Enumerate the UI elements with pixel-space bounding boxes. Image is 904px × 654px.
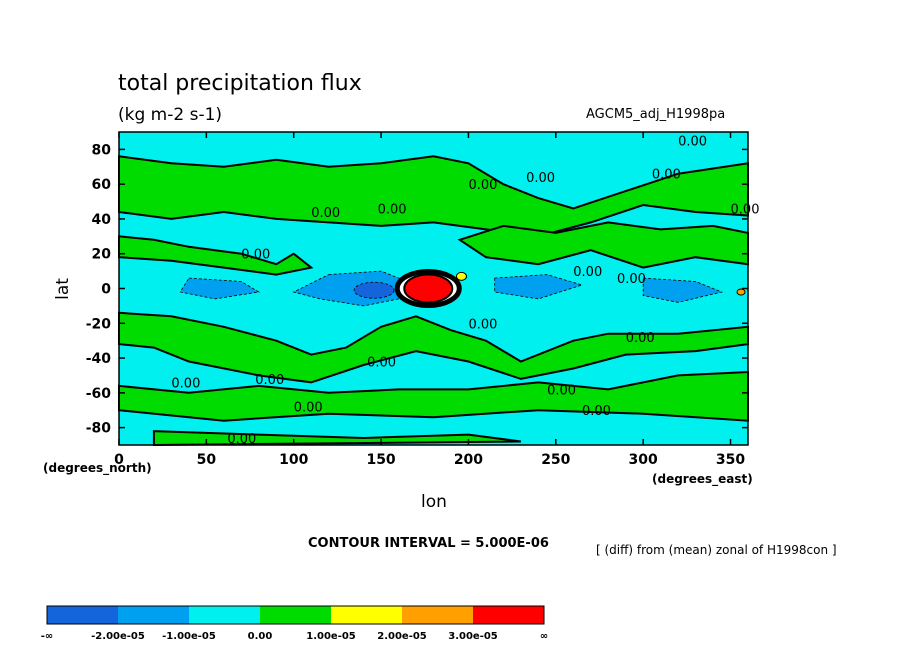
y-tick-label: 80: [92, 142, 112, 158]
chart-title: total precipitation flux: [118, 71, 362, 96]
contour-label: 0.00: [678, 135, 707, 150]
x-tick-label: 150: [366, 452, 395, 468]
y-tick-label: 20: [92, 247, 112, 263]
x-tick-label: 200: [454, 452, 483, 468]
colorbar-swatch: [189, 606, 260, 624]
positive-anomaly-spot: [736, 288, 746, 296]
positive-anomaly-spot: [455, 271, 467, 281]
contour-label: 0.00: [241, 248, 270, 263]
contour-label: 0.00: [468, 317, 497, 332]
contour-label: 0.00: [547, 383, 576, 398]
negative-anomaly-region: [179, 277, 260, 300]
positive-anomaly-region: [118, 235, 314, 276]
contour-interval: CONTOUR INTERVAL = 5.000E-06: [308, 536, 549, 551]
contour-label: 0.00: [311, 206, 340, 221]
contour-label: 0.00: [573, 265, 602, 280]
colorbar-label: ∞: [540, 631, 548, 642]
contour-label: 0.00: [171, 376, 200, 391]
contour-label: 0.00: [652, 168, 681, 183]
y-tick-label: 40: [92, 212, 112, 228]
operation-note: [ (diff) from (mean) zonal of H1998con ]: [596, 543, 837, 557]
negative-anomaly-region: [642, 277, 724, 303]
contour-label: 0.00: [617, 272, 646, 287]
dataset-name: AGCM5_adj_H1998pa: [586, 107, 725, 122]
colorbar-label: -2.00e-05: [91, 631, 145, 642]
x-tick-label: 250: [541, 452, 570, 468]
colorbar-label: 0.00: [248, 631, 273, 642]
colorbar-label: -1.00e-05: [162, 631, 216, 642]
y-tick-label: -40: [86, 351, 112, 367]
contour-label: 0.00: [378, 203, 407, 218]
y-tick-label: -20: [86, 316, 112, 332]
negative-anomaly-region: [494, 274, 584, 300]
y-axis-ticks: 80 60 40 20 0 -20 -40 -60 -80: [86, 142, 748, 437]
colorbar-swatch: [260, 606, 331, 624]
x-tick-label: 50: [197, 452, 217, 468]
colorbar-swatch: [473, 606, 544, 624]
y-tick-label: -60: [86, 386, 112, 402]
contour-label: 0.00: [255, 373, 284, 388]
colorbar-frame: [46, 605, 545, 625]
y-axis-label: lat: [53, 278, 73, 300]
x-axis-ticks: 0 50 100 150 200 250 300 350: [114, 132, 745, 468]
contour-plot-area: 0.00 0.00 0.00 0.00 0.00 0.00 0.00 0.00 0.00 0.00…: [118, 132, 760, 447]
x-axis-label: lon: [421, 492, 447, 512]
chart-units: (kg m-2 s-1): [118, 105, 222, 125]
contour-label: 0.00: [731, 203, 760, 218]
y-tick-label: 60: [92, 177, 112, 193]
colorbar-swatch: [331, 606, 402, 624]
contour-label: 0.00: [227, 432, 256, 447]
positive-maximum-core: [403, 273, 454, 304]
colorbar-swatch: [118, 606, 189, 624]
x-tick-label: 0: [114, 452, 124, 468]
y-tick-label: -80: [86, 421, 112, 437]
x-unit-note: (degrees_east): [652, 472, 753, 487]
colorbar-label: 2.00e-05: [377, 631, 427, 642]
y-tick-label: 0: [101, 282, 111, 298]
y-unit-note: (degrees_north): [43, 461, 152, 476]
contour-label: 0.00: [526, 171, 555, 186]
colorbar-label: 1.00e-05: [306, 631, 356, 642]
contour-label: 0.00: [367, 356, 396, 371]
positive-anomaly-region: [118, 370, 749, 422]
x-tick-label: 350: [716, 452, 745, 468]
contour-label: 0.00: [626, 331, 655, 346]
contour-label: 0.00: [294, 401, 323, 416]
colorbar-swatch: [402, 606, 473, 624]
colorbar-label: 3.00e-05: [448, 631, 498, 642]
contour-label: 0.00: [468, 178, 497, 193]
contour-label: 0.00: [582, 404, 611, 419]
colorbar: -∞ -2.00e-05 -1.00e-05 0.00 1.00e-05 2.00e-05…: [41, 605, 548, 642]
strong-negative-core: [353, 281, 395, 299]
x-tick-label: 300: [629, 452, 658, 468]
colorbar-label: -∞: [41, 631, 53, 642]
colorbar-swatch: [47, 606, 118, 624]
x-tick-label: 100: [279, 452, 308, 468]
